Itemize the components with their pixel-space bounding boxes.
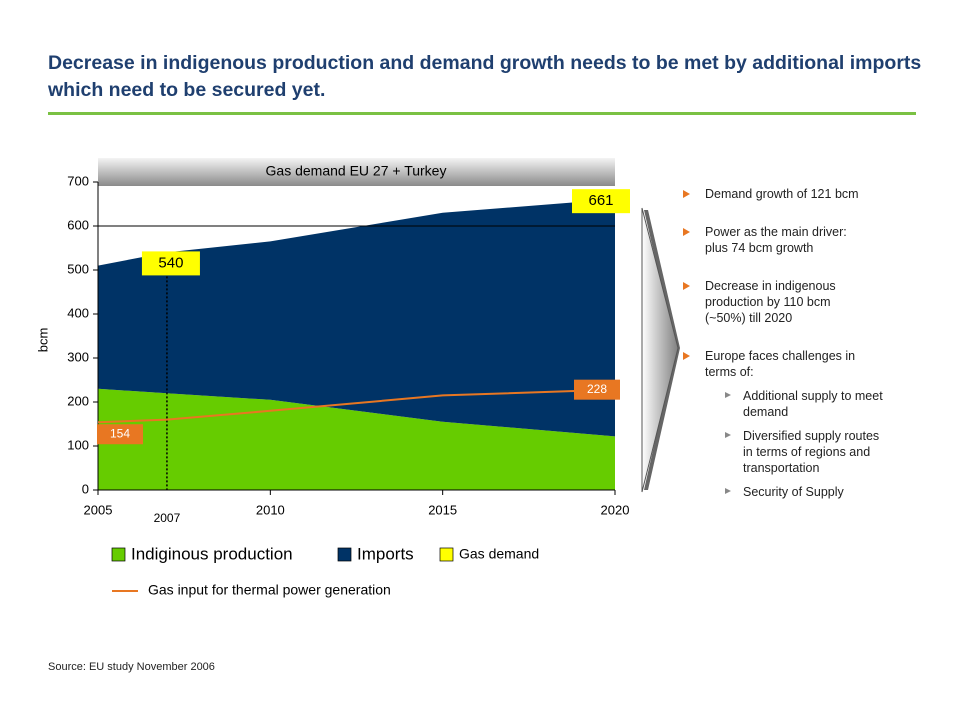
legend-swatch bbox=[337, 547, 352, 562]
bullet-marker bbox=[683, 228, 690, 236]
bullet-text: Demand growth of 121 bcm bbox=[705, 187, 859, 201]
x-tick-label: 2020 bbox=[601, 502, 630, 517]
value-label-bg bbox=[97, 424, 143, 445]
bullet-marker bbox=[683, 190, 690, 198]
sub-bullet-marker bbox=[725, 432, 731, 438]
y-tick-label: 500 bbox=[67, 261, 89, 276]
chart-title: Gas demand EU 27 + Turkey bbox=[266, 163, 447, 179]
area bbox=[98, 199, 615, 437]
source: Source: EU study November 2006 bbox=[48, 661, 215, 673]
bullet-marker bbox=[683, 352, 690, 360]
legend-label: Indiginous production bbox=[131, 544, 293, 563]
legend-swatch bbox=[439, 547, 454, 562]
legend-label: Gas input for thermal power generation bbox=[148, 582, 391, 598]
slide-title: Decrease in indigenous production and de… bbox=[48, 52, 922, 101]
bullet-text: terms of: bbox=[705, 365, 754, 379]
y-tick-label: 100 bbox=[67, 437, 89, 452]
legend-label: Gas demand bbox=[459, 546, 539, 562]
demand-label: 540 bbox=[158, 254, 183, 271]
sub-bullet-text: demand bbox=[743, 405, 789, 419]
sub-bullet-text: Security of Supply bbox=[743, 485, 844, 499]
bullet-text: plus 74 bcm growth bbox=[705, 241, 814, 255]
sub-bullet-text: Diversified supply routes bbox=[743, 429, 880, 443]
sub-bullet: Security of Supply bbox=[725, 484, 943, 500]
chart-title-bar bbox=[98, 158, 615, 186]
sub-bullet-text: transportation bbox=[743, 461, 820, 475]
y-tick-label: 200 bbox=[67, 393, 89, 408]
bullet-text: production by 110 bcm bbox=[705, 295, 831, 309]
sub-bullet: Additional supply to meet demand bbox=[725, 388, 943, 420]
line bbox=[97, 388, 616, 424]
bullet-marker bbox=[683, 282, 690, 290]
value-label: 228 bbox=[587, 382, 607, 396]
x-tick-label: 2015 bbox=[428, 502, 457, 517]
sub-bullet: Diversified supply routes in terms of reg… bbox=[725, 428, 943, 476]
demand-label: 661 bbox=[588, 192, 613, 209]
y-tick-label: 0 bbox=[82, 481, 89, 496]
y-tick-label: 300 bbox=[67, 349, 89, 364]
title-rule bbox=[48, 112, 916, 115]
value-label-bg bbox=[574, 379, 620, 400]
arrow bbox=[641, 207, 679, 493]
legend-label: Imports bbox=[357, 544, 414, 563]
bullet: Demand growth of 121 bcm bbox=[683, 186, 943, 202]
y-axis-label: bcm bbox=[35, 328, 50, 353]
demand-label-bg bbox=[141, 251, 200, 276]
bullet: Europe faces challenges in terms of: Addit… bbox=[683, 348, 943, 500]
bullet-list: Demand growth of 121 bcm Power as the mai… bbox=[683, 186, 943, 522]
bullet-text: Europe faces challenges in bbox=[705, 349, 856, 363]
sub-bullet-marker bbox=[725, 488, 731, 494]
marker-year: 2007 bbox=[154, 511, 181, 525]
x-tick-label: 2010 bbox=[256, 502, 285, 517]
x-tick-label: 2005 bbox=[84, 502, 113, 517]
sub-bullet-text: in terms of regions and bbox=[743, 445, 871, 459]
sub-bullet-marker bbox=[725, 392, 731, 398]
value-label: 154 bbox=[110, 426, 130, 440]
demand-label-bg bbox=[572, 189, 630, 214]
bullet-text: (~50%) till 2020 bbox=[705, 311, 793, 325]
y-tick-label: 600 bbox=[67, 217, 89, 232]
y-tick-label: 400 bbox=[67, 305, 89, 320]
bullet: Decrease in indigenous production by 110 … bbox=[683, 278, 943, 326]
bullet-text: Power as the main driver: bbox=[705, 225, 847, 239]
bullet-text: Decrease in indigenous bbox=[705, 279, 836, 293]
sub-bullet-text: Additional supply to meet bbox=[743, 389, 883, 403]
chart: Gas demand EU 27 + Turkey bcm 0 100 200 300… bbox=[35, 158, 680, 598]
y-tick-label: 700 bbox=[67, 173, 89, 188]
bullet: Power as the main driver: plus 74 bcm gro… bbox=[683, 224, 943, 256]
legend-swatch bbox=[111, 547, 126, 562]
